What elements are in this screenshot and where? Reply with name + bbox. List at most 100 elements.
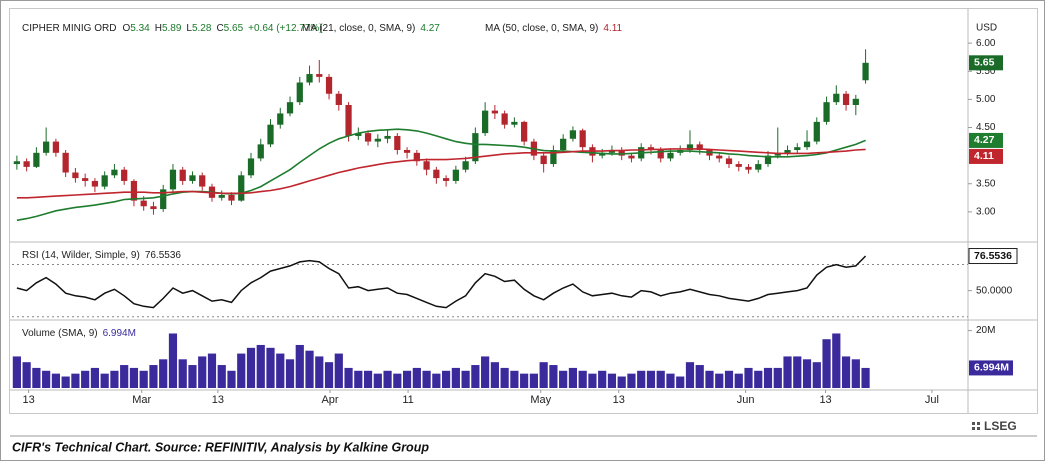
candle-body: [267, 124, 274, 145]
volume-bar: [754, 370, 763, 388]
x-tick-label: Mar: [132, 394, 151, 406]
moving-average: [16, 128, 866, 222]
candle-body: [52, 141, 60, 153]
open: 5.34: [130, 23, 150, 34]
candle-body: [23, 161, 30, 167]
candle-body: [618, 150, 625, 156]
volume-bar: [471, 365, 480, 388]
x-tick-label: 13: [613, 394, 625, 406]
candle-body: [442, 178, 450, 181]
y-tick-label: 3.00: [976, 207, 996, 218]
value-box-label: 5.65: [974, 57, 995, 69]
volume-bar: [685, 362, 695, 388]
candle-body: [364, 133, 372, 142]
x-tick-label: 11: [402, 394, 413, 406]
candle-body: [413, 152, 420, 162]
logo-dot: [977, 427, 980, 430]
ohlc-letter: C: [216, 23, 223, 34]
candle-body: [735, 164, 742, 167]
volume-bar: [168, 333, 178, 388]
candle-body: [306, 74, 313, 83]
volume-bar: [666, 373, 675, 388]
volume-bar: [344, 367, 353, 388]
candle-body: [179, 169, 186, 181]
value-box: [968, 248, 1018, 265]
candle-body: [169, 169, 177, 190]
volume-bar: [802, 359, 812, 388]
candle-body: [121, 169, 128, 181]
candle-body: [764, 155, 772, 165]
volume-bar: [656, 370, 665, 388]
volume-bar: [715, 373, 724, 388]
ma-name: MA (50, close, 0, SMA, 9): [485, 23, 598, 34]
candle-body: [82, 178, 89, 181]
volume-bar: [500, 367, 509, 388]
volume-bar: [188, 365, 197, 388]
volume-bar: [490, 362, 499, 388]
candle-body: [842, 93, 850, 105]
candle-body: [823, 102, 830, 122]
volume-name: Volume (SMA, 9): [22, 328, 98, 339]
volume-bar: [568, 367, 578, 388]
y-tick-label: 4.50: [976, 122, 996, 133]
volume-bar: [373, 373, 382, 388]
value-box-label: 4.27: [974, 134, 995, 146]
volume-bar: [256, 344, 265, 388]
candle-body: [218, 195, 225, 198]
volume-bar: [51, 373, 60, 388]
candle-body: [257, 144, 264, 159]
y-tick-label: 20M: [976, 325, 995, 336]
volume-bar: [159, 359, 168, 388]
legend: CIPHER MINIG ORD O5.34 H5.89 L5.28 C5.65 +0.6…: [22, 23, 323, 34]
candle-body: [91, 180, 99, 187]
volume-bar: [529, 373, 538, 388]
volume-bar: [861, 367, 870, 388]
volume-bar: [22, 362, 31, 388]
volume-bar: [383, 370, 392, 388]
value-box: [969, 148, 1003, 164]
volume-bar: [588, 373, 597, 388]
volume-bar: [354, 370, 363, 388]
x-tick-label: 13: [819, 394, 831, 406]
rsi-value: 76.5536: [145, 250, 182, 261]
moving-average: [16, 148, 866, 199]
volume-bar: [646, 370, 656, 388]
ohlc-letter: H: [155, 23, 162, 34]
candle-body: [286, 102, 294, 114]
value-box: [969, 360, 1013, 376]
volume-bar: [149, 365, 158, 388]
candle-body: [833, 93, 840, 103]
candle-body: [316, 74, 323, 77]
volume-bar: [451, 367, 460, 388]
logo-text: LSEG: [984, 419, 1017, 433]
high: 5.89: [162, 23, 182, 34]
value-box-label: 4.11: [974, 150, 994, 162]
candle-body: [862, 62, 869, 81]
volume-bar: [90, 367, 100, 388]
logo-dot: [977, 422, 980, 425]
candle-body: [599, 152, 606, 156]
volume-bar: [773, 367, 782, 388]
candle-body: [130, 180, 138, 201]
volume-bar: [412, 367, 421, 388]
volume-bar: [246, 347, 256, 388]
volume-bar: [207, 353, 217, 388]
close: 5.65: [224, 23, 244, 34]
currency: USD: [976, 23, 997, 34]
y-tick-label: 5.50: [976, 66, 996, 77]
candle-body: [150, 206, 157, 210]
candle-body: [852, 98, 859, 105]
candle-body: [667, 152, 674, 159]
candle-body: [296, 82, 303, 103]
candle-body: [686, 144, 694, 150]
x-tick-label: Jul: [925, 394, 939, 406]
volume-bar: [539, 362, 548, 388]
candle-body: [452, 169, 459, 181]
logo-dot: [972, 427, 975, 430]
volume-bar: [198, 356, 207, 388]
candle-body: [716, 155, 723, 159]
volume-bar: [481, 356, 490, 388]
candle-body: [62, 152, 69, 173]
legend: MA (21, close, 0, SMA, 9) 4.27: [302, 23, 440, 34]
volume-bar: [42, 370, 51, 388]
